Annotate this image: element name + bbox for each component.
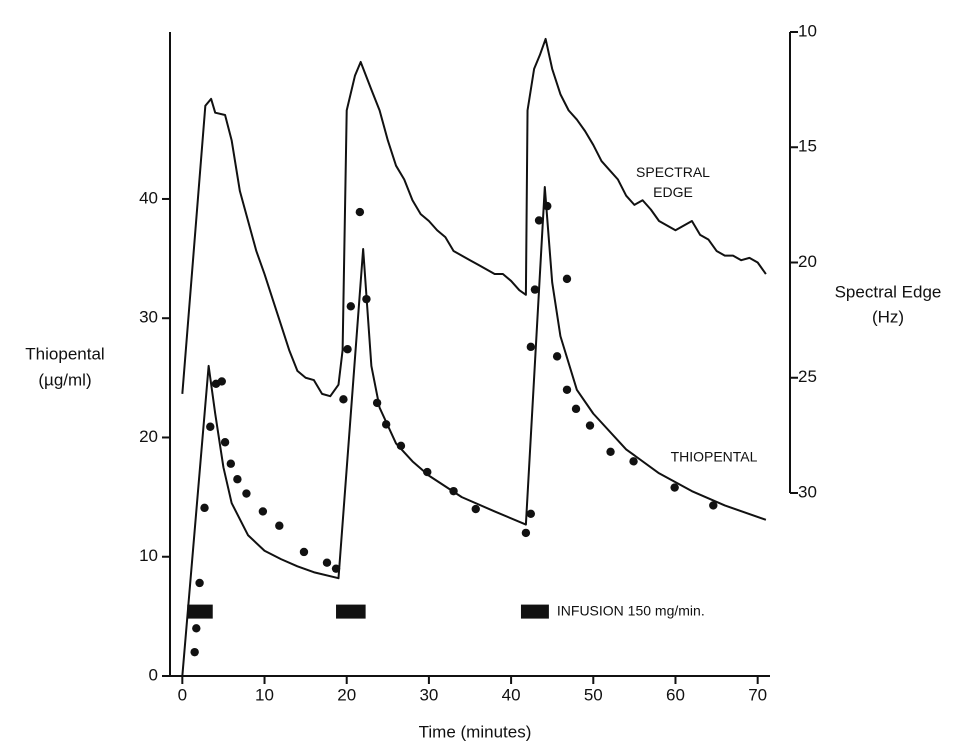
measured-point — [562, 274, 572, 284]
y2-axis-label: Spectral Edge — [835, 282, 942, 301]
y2-axis-label: (Hz) — [872, 307, 904, 326]
measured-point — [206, 422, 215, 431]
measured-point — [372, 398, 382, 408]
y2-tick-label: 10 — [798, 21, 817, 40]
measured-point — [217, 377, 226, 386]
infusion-bar — [336, 604, 366, 619]
y2-tick-label: 30 — [798, 482, 817, 501]
measured-point — [526, 342, 536, 352]
x-tick-label: 10 — [255, 685, 274, 704]
measured-point — [322, 558, 332, 567]
measured-point — [190, 647, 199, 657]
x-tick-label: 40 — [502, 685, 521, 704]
measured-point — [242, 489, 251, 498]
y2-tick-label: 25 — [798, 367, 817, 386]
data-line — [181, 37, 767, 398]
measured-point — [423, 467, 432, 477]
measured-point — [346, 302, 356, 311]
data-line — [181, 186, 767, 677]
x-tick-label: 30 — [419, 685, 438, 704]
infusion-bar — [520, 604, 549, 619]
measured-point — [362, 294, 371, 304]
measured-point — [571, 404, 581, 414]
measured-point — [629, 457, 638, 466]
measured-point — [396, 441, 406, 451]
measured-point — [220, 438, 230, 447]
measured-point — [381, 420, 391, 429]
y-tick-label: 40 — [139, 188, 158, 207]
measured-point — [233, 475, 242, 484]
measured-point — [343, 345, 352, 354]
measured-point — [562, 385, 572, 394]
x-tick-label: 50 — [584, 685, 603, 704]
measured-point — [543, 201, 552, 211]
measured-point — [226, 459, 236, 468]
measured-point — [534, 216, 544, 225]
x-axis-label: Time (minutes) — [419, 722, 532, 741]
series-label: THIOPENTAL — [671, 449, 758, 465]
measured-point — [258, 507, 268, 516]
measured-point — [606, 447, 615, 456]
measured-point — [299, 547, 309, 557]
y-tick-label: 10 — [139, 546, 158, 565]
y2-tick-label: 15 — [798, 137, 817, 156]
measured-point — [471, 504, 480, 514]
measured-point — [530, 285, 540, 294]
y-tick-label: 20 — [139, 427, 158, 446]
measured-point — [552, 352, 562, 361]
measured-point — [195, 578, 204, 588]
measured-point — [355, 207, 365, 217]
y2-tick-label: 20 — [798, 252, 817, 271]
measured-point — [521, 528, 531, 538]
y-tick-label: 0 — [149, 665, 158, 684]
measured-point — [526, 509, 536, 519]
measured-point — [709, 501, 718, 510]
y-tick-label: 30 — [139, 308, 158, 327]
measured-point — [200, 503, 209, 513]
x-tick-label: 20 — [337, 685, 356, 704]
measured-point — [449, 486, 458, 496]
x-tick-label: 60 — [666, 685, 685, 704]
measured-point — [192, 624, 201, 633]
measured-point — [670, 483, 679, 492]
y-axis-label: Thiopental — [25, 344, 104, 363]
infusion-label: INFUSION 150 mg/min. — [557, 602, 705, 618]
measured-point — [275, 521, 284, 530]
measured-point — [331, 564, 341, 573]
infusion-bar — [187, 604, 213, 619]
x-tick-label: 70 — [748, 685, 767, 704]
measured-point — [585, 421, 595, 430]
measured-point — [339, 395, 348, 404]
series-label: SPECTRAL EDGE — [636, 164, 710, 200]
x-tick-label: 0 — [178, 685, 187, 704]
y-axis-label: (µg/ml) — [38, 370, 91, 389]
